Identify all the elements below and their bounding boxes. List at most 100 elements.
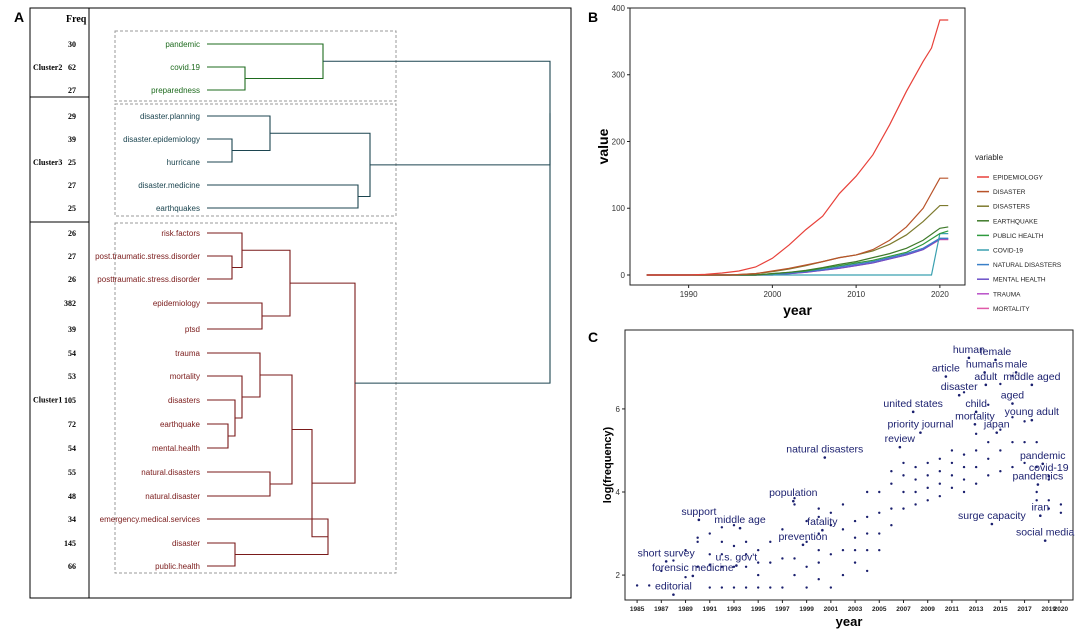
- data-point: [756, 573, 760, 577]
- data-point: [1023, 461, 1026, 465]
- label-point-fatality: [821, 528, 824, 532]
- dendro-merge: [207, 518, 329, 556]
- freq-header: Freq: [66, 14, 87, 25]
- data-point: [999, 470, 1002, 473]
- term-label-prevention: prevention: [778, 531, 827, 543]
- panel-b: B 0 100 200 300 400 1990 2000 2010 2020 year value…: [588, 4, 1062, 318]
- term-label-forensic-medicine: forensic medicine: [652, 562, 734, 574]
- dendro-merge: [260, 374, 293, 485]
- cluster-box-cluster2: [114, 30, 397, 102]
- leaf-label-disaster-medicine: disaster.medicine: [138, 181, 200, 190]
- freq-value-natural-disaster: 48: [68, 492, 76, 501]
- x-tick-label: 2005: [872, 606, 887, 613]
- term-label-male: male: [1005, 358, 1028, 370]
- data-point: [805, 565, 808, 568]
- leaf-label-risk-factors: risk.factors: [161, 229, 200, 238]
- term-label-covid-19: covid-19: [1029, 462, 1069, 474]
- x-tick-label: 2020: [1054, 606, 1069, 613]
- data-point: [829, 524, 833, 527]
- data-point: [708, 553, 711, 556]
- x-axis-title: year: [836, 614, 863, 629]
- data-point: [890, 524, 893, 527]
- x-tick-label: 1997: [775, 606, 790, 613]
- label-point-forensic-medicine: [691, 574, 695, 578]
- data-point: [720, 526, 724, 529]
- legend-label-public-health: PUBLIC HEALTH: [993, 233, 1044, 240]
- data-point: [732, 565, 736, 568]
- y-tick-label: 100: [612, 204, 626, 213]
- dendrogram: pandemic 30 covid.19 62 preparedness 27 Cluste…: [30, 30, 551, 574]
- y-tick-label: 0: [621, 271, 626, 280]
- series-line-mental-health: [646, 238, 949, 276]
- label-point-mortality: [973, 423, 977, 426]
- series-line-covid-19: [646, 233, 949, 276]
- label-point-social-media: [1043, 539, 1047, 542]
- freq-value-post-traumatic-stress-disorder: 27: [68, 252, 76, 261]
- leaf-label-disaster-epidemiology: disaster.epidemiology: [123, 135, 200, 144]
- data-point: [853, 519, 857, 523]
- term-label-editorial: editorial: [655, 581, 692, 593]
- data-point: [684, 548, 687, 552]
- data-point: [987, 457, 990, 460]
- data-point: [890, 470, 893, 473]
- label-point-review: [898, 445, 902, 449]
- x-tick-label: 2020: [931, 290, 949, 299]
- data-point: [914, 465, 917, 469]
- term-label-adult: adult: [974, 371, 997, 383]
- data-point: [1047, 507, 1050, 510]
- leaf-label-disasters: disasters: [168, 396, 200, 405]
- freq-value-pandemic: 30: [68, 40, 76, 49]
- y-axis-title: log(frequency): [602, 426, 614, 503]
- data-point: [672, 559, 675, 562]
- data-point: [1059, 511, 1063, 514]
- data-point: [878, 511, 881, 514]
- data-point: [853, 561, 857, 564]
- y-tick-label: 4: [616, 488, 621, 497]
- x-tick-label: 1999: [799, 606, 814, 613]
- data-point: [841, 548, 845, 552]
- freq-value-disaster: 145: [64, 539, 76, 548]
- line-plot-area: [629, 7, 966, 286]
- data-point: [720, 565, 724, 568]
- line-chart: 0 100 200 300 400 1990 2000 2010 2020 year value va…: [595, 4, 1062, 318]
- term-label-natural-disasters: natural disasters: [786, 444, 863, 456]
- legend-label-covid-19: COVID-19: [993, 248, 1023, 255]
- data-point: [1011, 374, 1014, 377]
- term-label-mortality: mortality: [955, 410, 995, 422]
- data-point: [829, 586, 833, 589]
- data-point: [756, 561, 760, 564]
- y-tick-label: 2: [616, 571, 621, 580]
- data-point: [853, 536, 857, 539]
- data-point: [696, 536, 699, 539]
- data-point: [1047, 499, 1050, 502]
- data-point: [950, 486, 954, 490]
- data-point: [902, 474, 905, 477]
- legend-label-earthquake: EARTHQUAKE: [993, 218, 1038, 225]
- cluster-name-cluster1: Cluster1: [33, 396, 62, 405]
- data-point: [829, 553, 833, 556]
- data-point: [781, 528, 784, 531]
- data-point: [987, 403, 990, 406]
- freq-value-earthquake: 72: [68, 420, 76, 429]
- data-point: [914, 490, 917, 494]
- label-point-japan: [995, 431, 999, 434]
- freq-value-mortality: 53: [68, 372, 76, 381]
- x-tick-label: 2010: [847, 290, 865, 299]
- label-point-male: [1014, 371, 1018, 374]
- data-point: [1047, 478, 1050, 481]
- data-point: [1035, 440, 1038, 444]
- data-point: [938, 457, 942, 460]
- dendro-merge: [355, 113, 551, 384]
- freq-value-disasters: 105: [64, 396, 76, 405]
- label-point-pandemic: [1041, 462, 1045, 466]
- leaf-label-mortality: mortality: [170, 372, 200, 381]
- data-point: [660, 569, 663, 573]
- freq-value-emergency-medical-services: 34: [68, 515, 76, 524]
- data-point: [817, 515, 820, 519]
- leaf-label-earthquake: earthquake: [160, 420, 201, 429]
- x-tick-label: 2007: [896, 606, 911, 613]
- y-tick-label: 6: [616, 405, 621, 414]
- data-point: [708, 532, 711, 535]
- cluster-box-cluster1: [114, 222, 397, 574]
- x-tick-label: 2000: [763, 290, 781, 299]
